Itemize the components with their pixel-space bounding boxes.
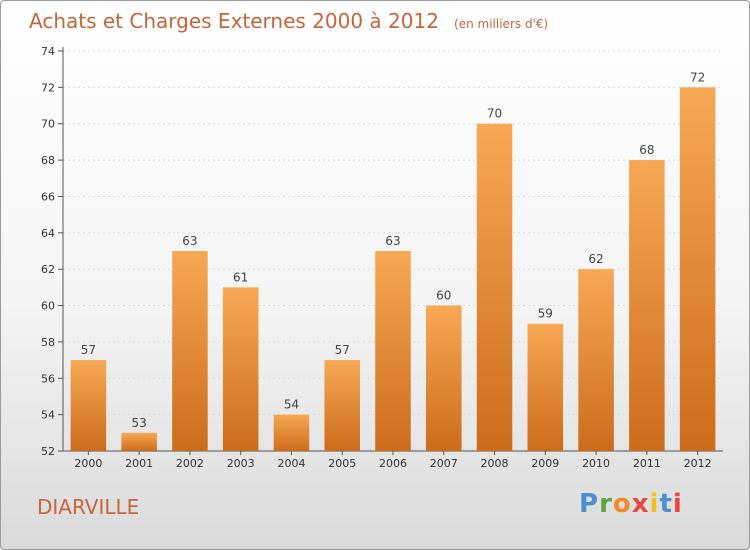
x-tick-label: 2011 (633, 457, 661, 470)
y-tick-label: 52 (41, 445, 55, 458)
x-tick-label: 2006 (379, 457, 407, 470)
chart-title-block: Achats et Charges Externes 2000 à 2012 (… (29, 9, 548, 33)
logo-letter: t (659, 489, 673, 519)
x-tick-label: 2009 (531, 457, 559, 470)
y-tick-label: 60 (41, 300, 55, 313)
bar-value-label: 72 (690, 70, 705, 84)
y-tick-label: 74 (41, 45, 55, 58)
x-tick-label: 2003 (227, 457, 255, 470)
bar-value-label: 63 (182, 234, 197, 248)
bar (121, 432, 157, 451)
logo-letter: P (579, 489, 600, 519)
y-tick-label: 58 (41, 336, 55, 349)
bar-value-label: 53 (132, 416, 147, 430)
y-tick-label: 56 (41, 372, 55, 385)
bar (578, 269, 614, 451)
x-tick-label: 2002 (176, 457, 204, 470)
logo-letter: i (672, 489, 683, 519)
logo-letter: r (599, 489, 613, 519)
bar-value-label: 62 (588, 252, 603, 266)
y-tick-label: 62 (41, 263, 55, 276)
bar (273, 414, 310, 451)
bar (426, 305, 462, 451)
bar-value-label: 70 (487, 107, 502, 121)
y-tick-label: 54 (41, 409, 55, 422)
x-tick-label: 2005 (328, 457, 356, 470)
x-tick-label: 2000 (74, 457, 102, 470)
bar (527, 323, 564, 451)
bar (172, 251, 208, 451)
bar-value-label: 68 (639, 143, 654, 157)
chart-title: Achats et Charges Externes 2000 à 2012 (29, 9, 439, 33)
bar (476, 123, 513, 452)
bar (222, 287, 259, 451)
x-tick-labels: 2000 2001 2002 2003 2004 2005 2006 2007 2008 2009… (74, 457, 711, 470)
chart-unit: (en milliers d'€) (454, 17, 549, 31)
proxiti-logo[interactable]: Proxiti (579, 489, 683, 519)
logo-letter: o (612, 489, 632, 519)
bar (375, 251, 411, 451)
y-tick-label: 66 (41, 190, 55, 203)
y-tick-label: 72 (41, 81, 55, 94)
city-name: DIARVILLE (37, 495, 140, 519)
bar (629, 160, 665, 451)
x-tick-label: 2001 (125, 457, 153, 470)
x-tick-label: 2010 (582, 457, 610, 470)
bar-value-label: 61 (233, 270, 248, 284)
x-tick-label: 2004 (277, 457, 305, 470)
bar-value-label: 63 (385, 234, 400, 248)
bar (70, 360, 107, 451)
logo-letter: x (631, 489, 650, 519)
logo-letter: i (649, 489, 660, 519)
x-tick-label: 2012 (684, 457, 712, 470)
x-tick-label: 2007 (430, 457, 458, 470)
y-tick-label: 68 (41, 154, 55, 167)
y-tick-label: 70 (41, 118, 55, 131)
bars (70, 87, 716, 452)
bar (679, 87, 716, 451)
x-tick-label: 2008 (481, 457, 509, 470)
y-tick-labels: 52 54 56 58 60 62 64 66 68 70 72 74 (41, 45, 55, 458)
bar-value-label: 57 (335, 343, 350, 357)
value-labels: 57 53 63 61 54 57 63 60 70 59 62 68 72 (81, 70, 706, 429)
y-tick-label: 64 (41, 227, 55, 240)
bar-value-label: 57 (81, 343, 96, 357)
bar-value-label: 54 (284, 398, 299, 412)
bar-value-label: 60 (436, 289, 451, 303)
bar-value-label: 59 (538, 307, 553, 321)
bar (324, 360, 360, 451)
